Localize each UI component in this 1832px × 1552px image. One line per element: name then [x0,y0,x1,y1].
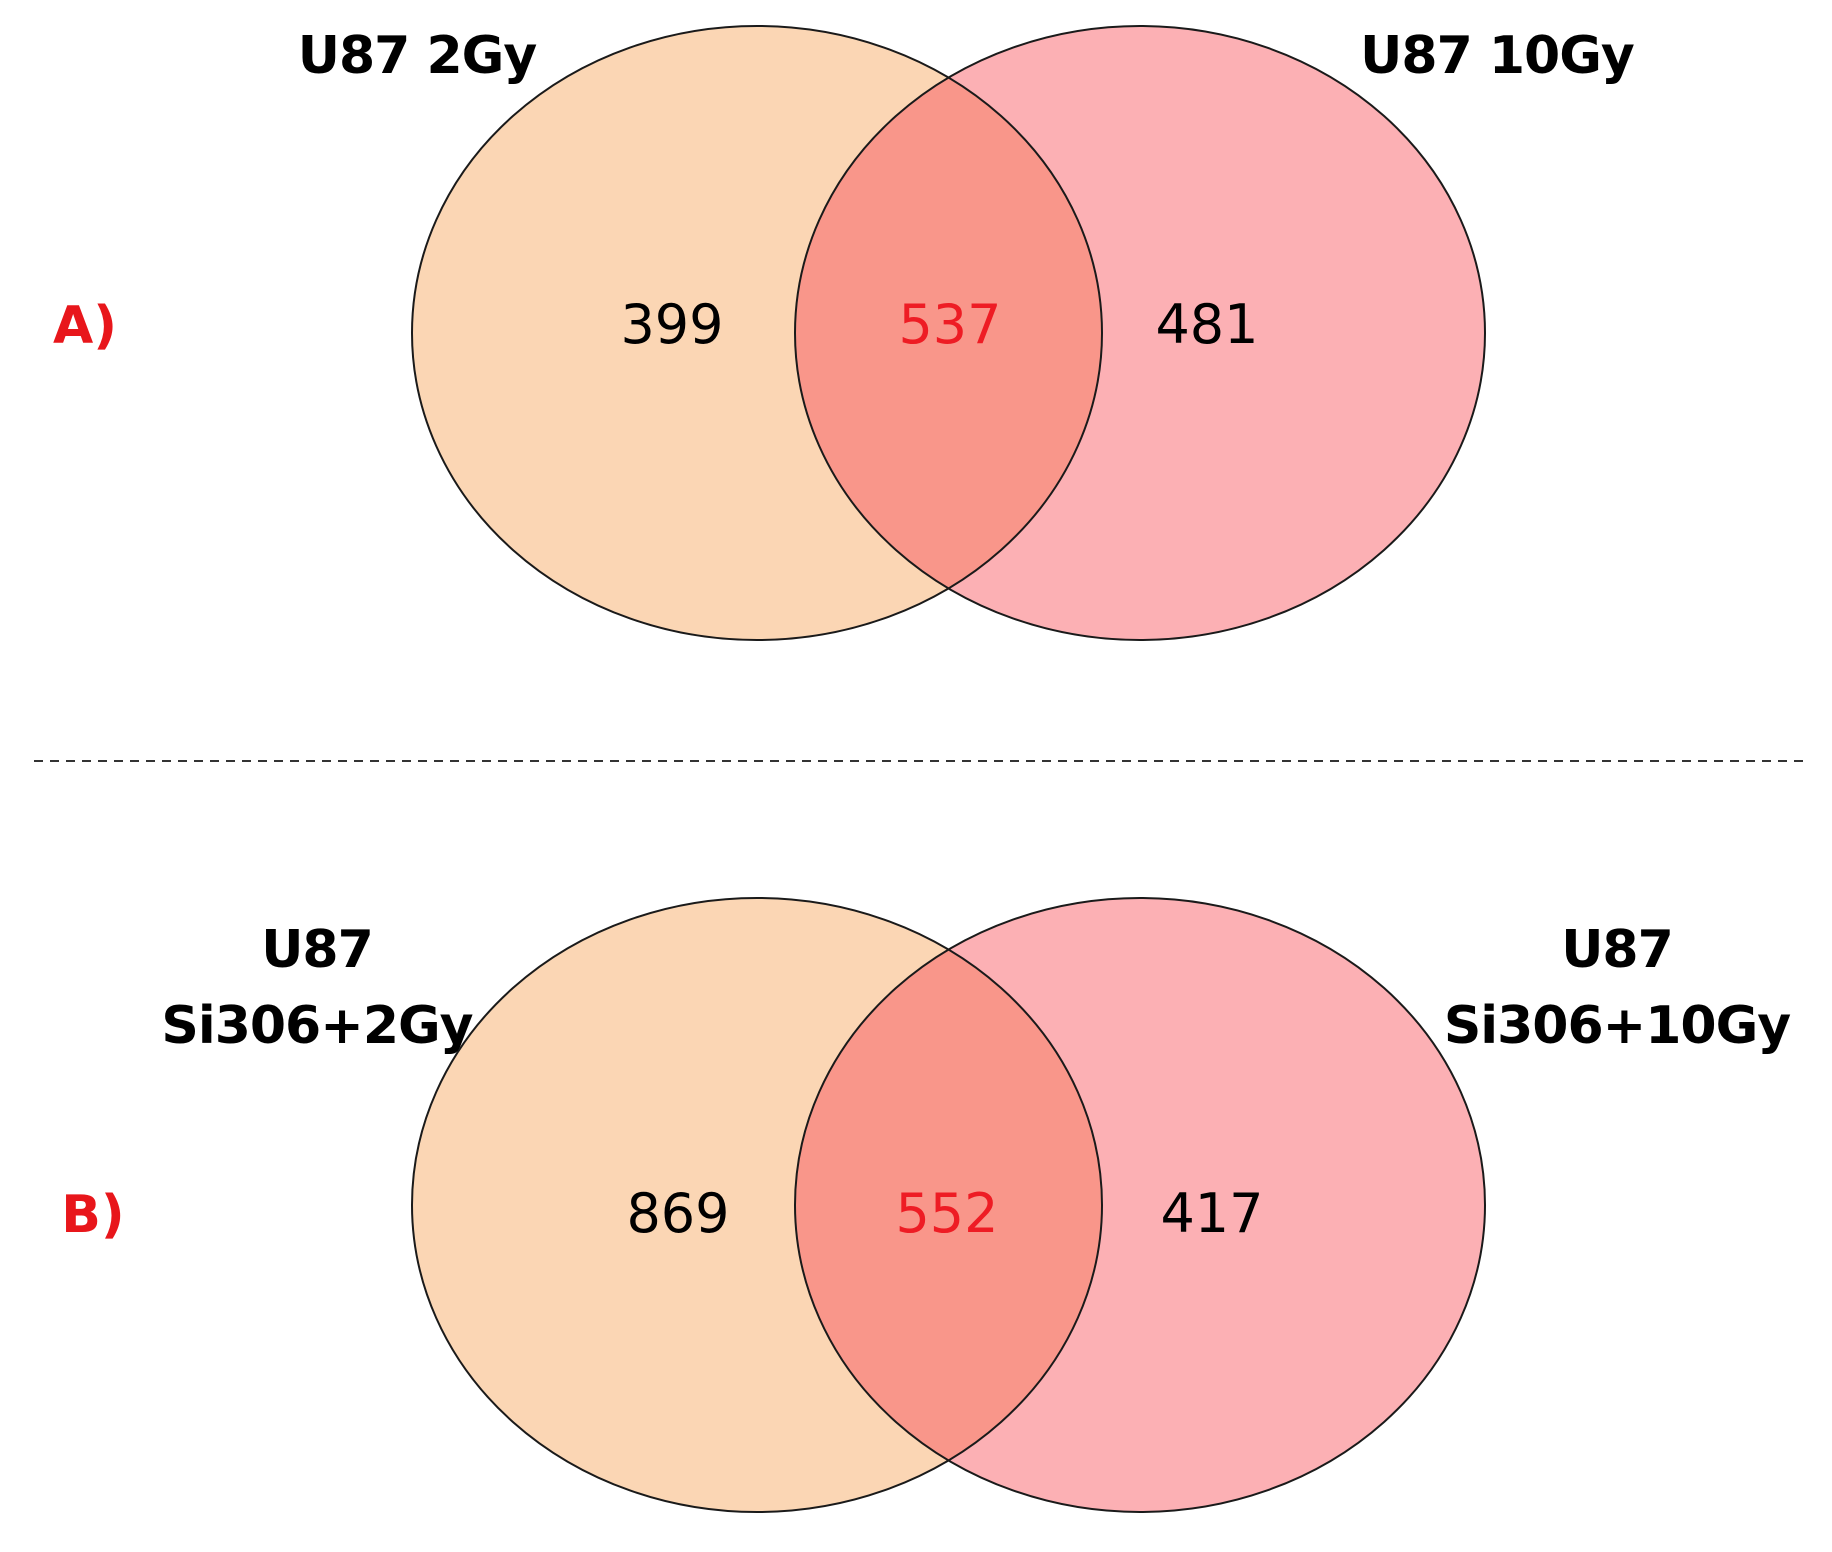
panel-b-left-set-outline [411,897,1103,1513]
panel-b-right-set-name-line-1: U87 [1561,920,1673,980]
panel-b-overlap-region [795,898,1102,1512]
panel-a-left-set-name: U87 2Gy [298,26,537,86]
panel-b-right-only-count: 417 [1160,1182,1263,1245]
panel-a-left-set-outline [411,25,1103,641]
panel-a-right-only-count: 481 [1155,293,1258,356]
panel-a-label: A) [53,296,117,356]
panel-b-label: B) [61,1185,124,1245]
panel-b-left-set-name-line-2: Si306+2Gy [161,996,472,1056]
panel-a-right-set-outline [794,25,1486,641]
panel-a-overlap-region [795,26,1102,640]
panel-a: U87 2Gy U87 10Gy A) 399 537 481 [53,25,1635,641]
panel-a-left-only-count: 399 [620,293,723,356]
panel-a-right-set-name: U87 10Gy [1360,26,1634,86]
panel-a-overlap-count: 537 [898,293,1001,356]
panel-b-left-only-count: 869 [626,1182,729,1245]
panel-b-overlap-count: 552 [895,1182,998,1245]
panel-b: U87 Si306+2Gy U87 Si306+10Gy B) 869 552 … [61,897,1791,1513]
panel-b-right-set-name-line-2: Si306+10Gy [1444,996,1790,1056]
panel-b-right-set-outline [794,897,1486,1513]
panel-b-left-set-name-line-1: U87 [261,920,373,980]
